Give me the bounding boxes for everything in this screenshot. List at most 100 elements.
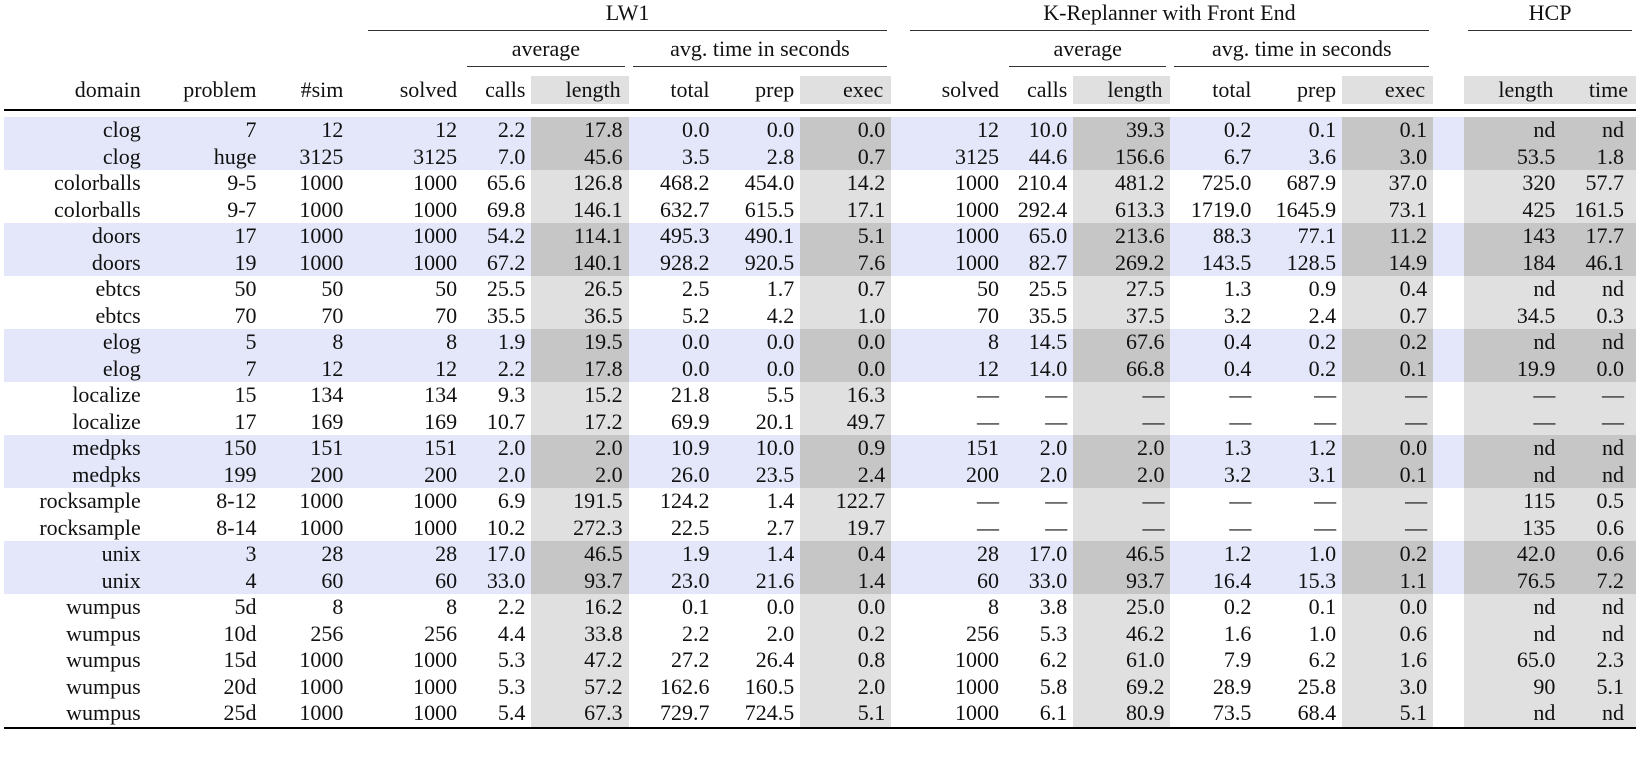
cell-domain: rocksample	[4, 514, 147, 541]
cell-sim: 169	[262, 408, 350, 435]
cell-lw1-total: 2.2	[628, 620, 716, 647]
cell-hcp-length: —	[1464, 382, 1562, 409]
cell-lw1-prep: 724.5	[715, 700, 801, 728]
col-header-kr-total: total	[1212, 77, 1252, 102]
cell-lw1-solved: 200	[363, 461, 464, 488]
col-header-domain: domain	[74, 77, 141, 102]
cell-lw1-prep: 26.4	[715, 647, 801, 674]
cell-kr-solved: 8	[905, 594, 1006, 621]
cell-lw1-exec: 0.0	[800, 355, 892, 382]
cell-lw1-solved: 3125	[363, 143, 464, 170]
cell-sim: 28	[262, 541, 350, 568]
cell-kr-length: —	[1073, 382, 1171, 409]
cell-hcp-time: 0.6	[1561, 514, 1636, 541]
cell-kr-exec: 3.0	[1342, 143, 1434, 170]
cell-lw1-exec: 0.0	[800, 117, 892, 144]
subgroup-kr-average: average	[1005, 31, 1170, 71]
cell-lw1-exec: 16.3	[800, 382, 892, 409]
cell-sim: 8	[262, 594, 350, 621]
cell-lw1-prep: 10.0	[715, 435, 801, 462]
cell-hcp-time: nd	[1561, 435, 1636, 462]
cell-kr-total: 0.2	[1170, 117, 1258, 144]
cell-sim: 1000	[262, 249, 350, 276]
cell-kr-solved: 1000	[905, 647, 1006, 674]
cell-domain: ebtcs	[4, 302, 147, 329]
cell-hcp-length: 425	[1464, 196, 1562, 223]
cell-lw1-total: 26.0	[628, 461, 716, 488]
col-header-lw1-prep: prep	[755, 77, 795, 102]
cell-kr-solved: 70	[905, 302, 1006, 329]
cell-lw1-total: 729.7	[628, 700, 716, 728]
table-row: rocksample 8-12 1000 1000 6.9 191.5 124.2 1.4 12…	[4, 488, 1636, 515]
table-row: localize 15 134 134 9.3 15.2 21.8 5.5 16.3— — — — — —…	[4, 382, 1636, 409]
cell-kr-total: 0.2	[1170, 594, 1258, 621]
cell-lw1-exec: 19.7	[800, 514, 892, 541]
cell-problem: 9-5	[146, 170, 263, 197]
cell-kr-prep: —	[1257, 514, 1343, 541]
cell-lw1-calls: 7.0	[463, 143, 532, 170]
cell-hcp-length: 143	[1464, 223, 1562, 250]
cell-kr-exec: —	[1342, 488, 1434, 515]
cell-kr-solved: 60	[905, 567, 1006, 594]
cell-lw1-exec: 14.2	[800, 170, 892, 197]
cell-lw1-solved: 12	[363, 117, 464, 144]
cell-sim: 1000	[262, 196, 350, 223]
cell-domain: localize	[4, 382, 147, 409]
cell-domain: medpks	[4, 435, 147, 462]
cell-problem: 5d	[146, 594, 263, 621]
cell-lw1-calls: 1.9	[463, 329, 532, 356]
cell-lw1-solved: 8	[363, 594, 464, 621]
cell-lw1-calls: 25.5	[463, 276, 532, 303]
cell-lw1-length: 126.8	[531, 170, 629, 197]
cell-lw1-length: 16.2	[531, 594, 629, 621]
cell-lw1-total: 21.8	[628, 382, 716, 409]
cell-lw1-solved: 1000	[363, 647, 464, 674]
cell-domain: wumpus	[4, 620, 147, 647]
cell-hcp-length: 184	[1464, 249, 1562, 276]
cell-kr-calls: 10.0	[1005, 117, 1074, 144]
cell-sim: 12	[262, 117, 350, 144]
table-row: colorballs 9-5 1000 1000 65.6 126.8 468.2 454.0…	[4, 170, 1636, 197]
cell-problem: 3	[146, 541, 263, 568]
cell-sim: 256	[262, 620, 350, 647]
cell-kr-solved: 12	[905, 355, 1006, 382]
cell-kr-exec: 0.1	[1342, 461, 1434, 488]
cell-lw1-prep: 4.2	[715, 302, 801, 329]
cell-lw1-length: 19.5	[531, 329, 629, 356]
cell-problem: 19	[146, 249, 263, 276]
cell-lw1-exec: 0.2	[800, 620, 892, 647]
col-header-kr-prep: prep	[1297, 77, 1337, 102]
cell-sim: 1000	[262, 700, 350, 728]
cell-sim: 1000	[262, 647, 350, 674]
cell-domain: rocksample	[4, 488, 147, 515]
cell-kr-exec: 0.2	[1342, 329, 1434, 356]
cell-lw1-length: 17.2	[531, 408, 629, 435]
cell-kr-prep: 128.5	[1257, 249, 1343, 276]
cell-lw1-total: 162.6	[628, 673, 716, 700]
table-row: wumpus 5d 8 8 2.2 16.2 0.1 0.0 0.0 8 3.8 25.0 0.2 0.1…	[4, 594, 1636, 621]
cell-lw1-length: 36.5	[531, 302, 629, 329]
cell-domain: localize	[4, 408, 147, 435]
cell-lw1-prep: 20.1	[715, 408, 801, 435]
cell-hcp-time: 1.8	[1561, 143, 1636, 170]
cell-kr-prep: —	[1257, 408, 1343, 435]
cell-kr-total: 1.6	[1170, 620, 1258, 647]
cell-kr-exec: 37.0	[1342, 170, 1434, 197]
cell-problem: 150	[146, 435, 263, 462]
cell-kr-prep: 68.4	[1257, 700, 1343, 728]
cell-lw1-total: 2.5	[628, 276, 716, 303]
cell-kr-length: 156.6	[1073, 143, 1171, 170]
cell-hcp-time: nd	[1561, 700, 1636, 728]
cell-kr-length: 93.7	[1073, 567, 1171, 594]
cell-lw1-calls: 2.0	[463, 435, 532, 462]
cell-lw1-solved: 8	[363, 329, 464, 356]
cell-kr-exec: 1.6	[1342, 647, 1434, 674]
cell-lw1-solved: 151	[363, 435, 464, 462]
cell-domain: elog	[4, 329, 147, 356]
cell-lw1-total: 23.0	[628, 567, 716, 594]
cell-kr-total: 1719.0	[1170, 196, 1258, 223]
table-row: medpks 150 151 151 2.0 2.0 10.9 10.0 0.9 151 2.0 2.…	[4, 435, 1636, 462]
cell-kr-solved: 1000	[905, 223, 1006, 250]
cell-lw1-length: 26.5	[531, 276, 629, 303]
table-row: wumpus 15d 1000 1000 5.3 47.2 27.2 26.4 0.8 1000 6…	[4, 647, 1636, 674]
